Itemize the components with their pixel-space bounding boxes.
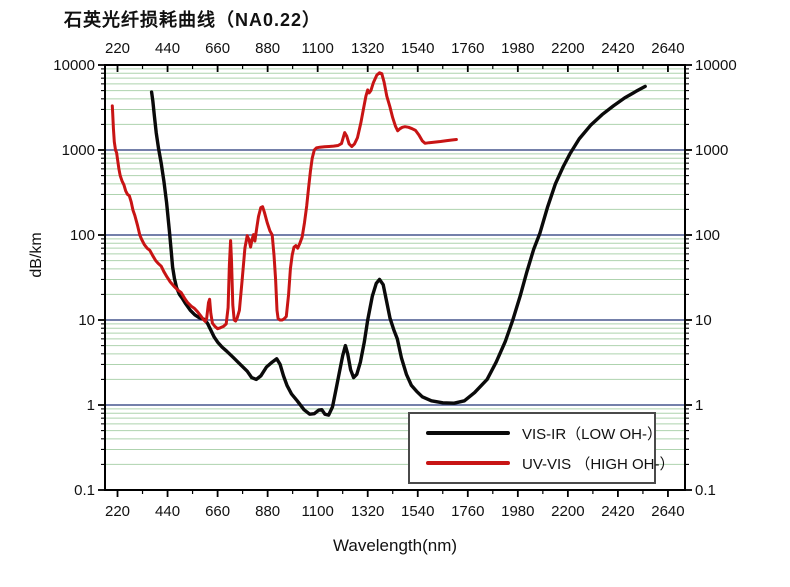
svg-text:2640: 2640 <box>651 40 684 57</box>
svg-text:10: 10 <box>78 312 95 329</box>
svg-text:1: 1 <box>695 397 703 414</box>
svg-text:10: 10 <box>695 312 712 329</box>
svg-text:100: 100 <box>695 227 720 244</box>
svg-text:1000: 1000 <box>695 142 728 159</box>
legend-label-vis-ir: VIS-IR（LOW OH-） <box>522 425 663 443</box>
legend-line-red <box>426 461 510 465</box>
svg-text:2640: 2640 <box>651 503 684 520</box>
svg-text:1760: 1760 <box>451 503 484 520</box>
svg-text:0.1: 0.1 <box>74 482 95 499</box>
svg-text:440: 440 <box>155 503 180 520</box>
svg-text:2420: 2420 <box>601 40 634 57</box>
svg-text:2200: 2200 <box>551 40 584 57</box>
svg-text:10000: 10000 <box>695 57 737 74</box>
svg-text:220: 220 <box>105 503 130 520</box>
legend-item-uv-vis: UV-VIS （HIGH OH-） <box>426 453 675 474</box>
y-axis-title: dB/km <box>28 232 45 278</box>
svg-text:220: 220 <box>105 40 130 57</box>
x-axis-title: Wavelength(nm) <box>332 536 458 555</box>
svg-text:660: 660 <box>205 503 230 520</box>
svg-text:1320: 1320 <box>351 503 384 520</box>
svg-text:1100: 1100 <box>302 40 334 57</box>
svg-text:0.1: 0.1 <box>695 482 716 499</box>
svg-text:440: 440 <box>155 40 180 57</box>
svg-text:1760: 1760 <box>451 40 484 57</box>
svg-text:10000: 10000 <box>53 57 95 74</box>
svg-text:1540: 1540 <box>401 503 434 520</box>
svg-text:1980: 1980 <box>501 503 534 520</box>
legend-line-black <box>426 431 510 435</box>
svg-text:2200: 2200 <box>551 503 584 520</box>
chart-title: 石英光纤损耗曲线（NA0.22） <box>64 10 322 30</box>
svg-text:100: 100 <box>70 227 95 244</box>
svg-text:1000: 1000 <box>62 142 95 159</box>
svg-text:1: 1 <box>87 397 95 414</box>
svg-text:880: 880 <box>255 40 280 57</box>
svg-text:660: 660 <box>205 40 230 57</box>
svg-text:1320: 1320 <box>351 40 384 57</box>
svg-text:1100: 1100 <box>302 503 334 520</box>
legend-item-vis-ir: VIS-IR（LOW OH-） <box>426 423 662 444</box>
svg-text:1540: 1540 <box>401 40 434 57</box>
legend: VIS-IR（LOW OH-） UV-VIS （HIGH OH-） <box>408 412 675 484</box>
legend-label-uv-vis: UV-VIS （HIGH OH-） <box>522 455 675 473</box>
svg-text:1980: 1980 <box>501 40 534 57</box>
svg-text:880: 880 <box>255 503 280 520</box>
svg-text:2420: 2420 <box>601 503 634 520</box>
